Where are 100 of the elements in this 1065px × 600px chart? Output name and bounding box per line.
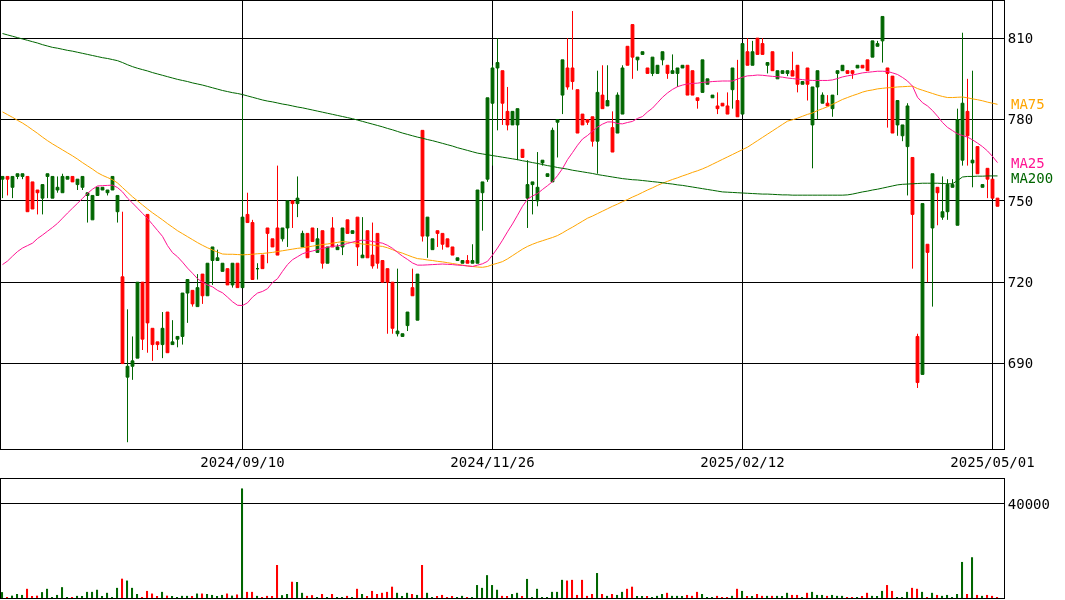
candlestick [355, 216, 360, 267]
bar [291, 581, 294, 598]
bar [676, 595, 679, 598]
bar [991, 595, 994, 598]
bar [836, 595, 839, 598]
candlestick [540, 159, 545, 167]
bar [556, 591, 559, 598]
bar [831, 594, 834, 598]
candlestick [255, 262, 260, 280]
bar [821, 594, 824, 598]
candlestick [970, 70, 975, 188]
candlestick [420, 129, 425, 243]
candlestick [665, 64, 670, 80]
candlestick [925, 243, 930, 283]
bar [441, 594, 444, 598]
bar [986, 594, 989, 598]
candlestick [505, 86, 510, 131]
candlestick [195, 273, 200, 308]
bar [381, 592, 384, 598]
candlestick [410, 268, 415, 297]
bar [21, 594, 24, 598]
bar [386, 591, 389, 598]
x-tick-label: 2025/02/12 [700, 453, 785, 470]
bar [716, 595, 719, 598]
bar [621, 591, 624, 598]
bar [46, 588, 49, 598]
candlestick [935, 186, 940, 226]
bar [411, 594, 414, 598]
candlestick [740, 43, 745, 115]
bar [91, 591, 94, 598]
candlestick [750, 40, 755, 66]
bar [86, 591, 89, 598]
candlestick [885, 67, 890, 129]
candlestick [300, 230, 305, 248]
bar [686, 594, 689, 598]
candlestick [135, 281, 140, 359]
bar [826, 595, 829, 598]
candlestick [115, 194, 120, 224]
bar [561, 579, 564, 598]
candlestick [230, 262, 235, 289]
candlestick [40, 184, 45, 215]
bar [601, 594, 604, 598]
bar [806, 592, 809, 598]
bar [656, 595, 659, 598]
bar [581, 579, 584, 598]
candlestick [605, 64, 610, 107]
bar [611, 594, 614, 598]
candlestick [745, 37, 750, 66]
x-tick-label: 2024/11/26 [450, 453, 535, 470]
bar [416, 594, 419, 598]
x-tick-label: 2025/05/01 [950, 453, 1035, 470]
bar [301, 592, 304, 598]
bar [786, 592, 789, 598]
candlestick [170, 319, 175, 346]
bar [701, 594, 704, 598]
bar [891, 590, 894, 598]
bar [311, 595, 314, 598]
candlestick [730, 67, 735, 110]
bar [41, 592, 44, 598]
bar [791, 594, 794, 598]
candlestick [890, 75, 895, 134]
candlestick [1, 175, 5, 199]
candlestick [765, 62, 770, 74]
candlestick [425, 216, 430, 259]
candlestick [770, 51, 775, 72]
candlestick [600, 64, 605, 110]
bar [616, 594, 619, 598]
line-series [2, 70, 998, 307]
bar [871, 595, 874, 598]
bar [606, 595, 609, 598]
candlestick [325, 246, 330, 264]
bar [496, 589, 499, 598]
bar [106, 592, 109, 598]
bar [491, 585, 494, 598]
y-tick-label: 810 [1007, 30, 1034, 47]
bar [331, 594, 334, 598]
candlestick [265, 227, 270, 264]
bar [361, 594, 364, 598]
bar [661, 594, 664, 598]
candlestick [260, 254, 265, 270]
candlestick [710, 94, 715, 99]
bar [1, 592, 4, 598]
bar [321, 594, 324, 598]
bar [886, 585, 889, 598]
candlestick [920, 203, 925, 375]
bar [966, 594, 969, 598]
bar [766, 595, 769, 598]
bar [116, 587, 119, 598]
candlestick [800, 81, 805, 85]
candlestick [830, 94, 835, 118]
bar [736, 588, 739, 598]
candlestick [695, 97, 700, 110]
bar [26, 588, 29, 598]
candlestick [855, 64, 860, 69]
series-label: MA25 [1011, 155, 1045, 171]
bar [421, 565, 424, 598]
candlestick [520, 148, 525, 158]
candlestick [205, 262, 210, 297]
candlestick [345, 219, 350, 234]
bar [186, 595, 189, 598]
